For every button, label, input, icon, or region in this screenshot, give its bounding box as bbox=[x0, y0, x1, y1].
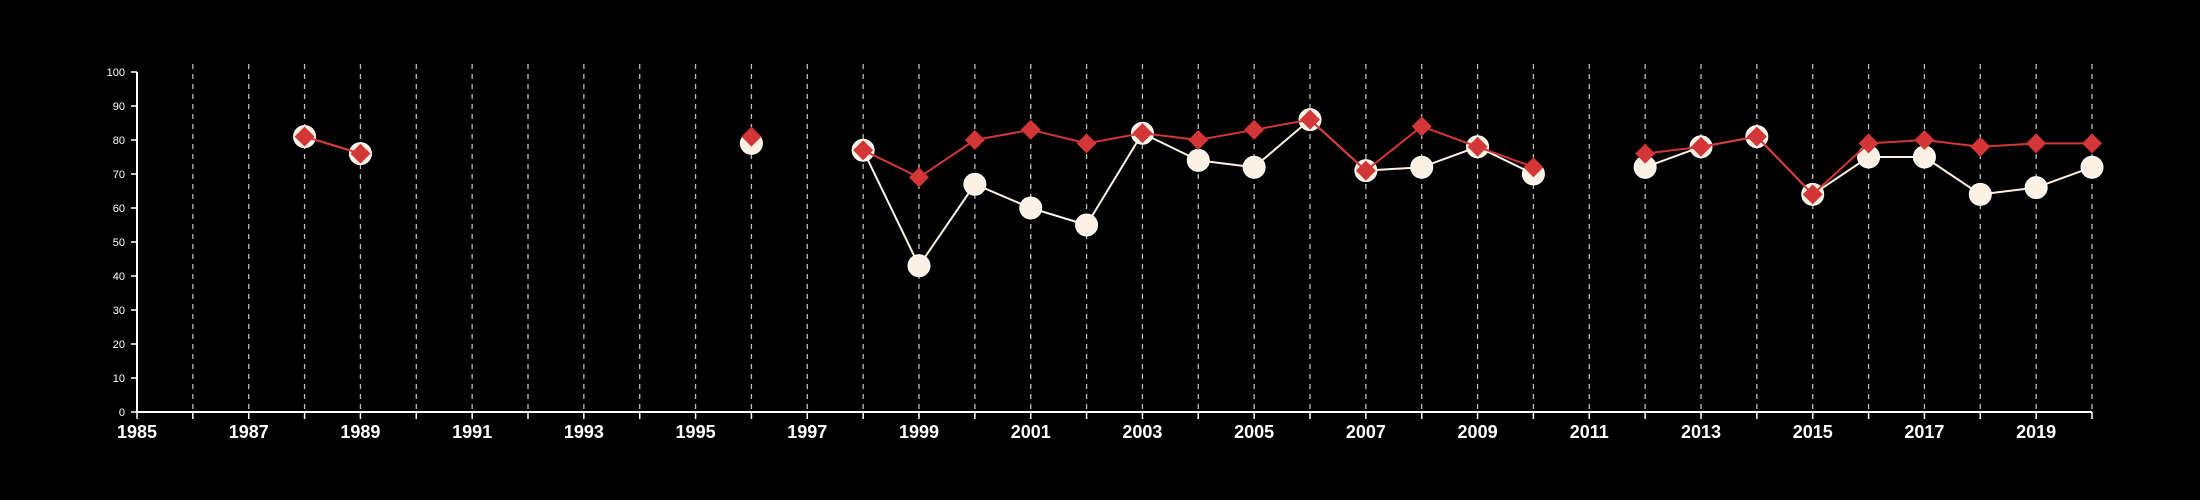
series-diamond-segment-2014 bbox=[1756, 135, 1814, 196]
data-point-diamond-2018 bbox=[1970, 136, 1991, 157]
y-tick-label-30: 30 bbox=[113, 305, 125, 317]
series-diamond-segment-1998 bbox=[862, 149, 920, 179]
series-diamond-segment-1999 bbox=[918, 139, 976, 179]
data-point-diamond-2012 bbox=[1635, 143, 1656, 164]
series-diamond-segment-2013 bbox=[1700, 135, 1758, 148]
x-grid bbox=[192, 64, 2093, 412]
x-tick-label-1989: 1989 bbox=[340, 422, 380, 442]
x-tick-label-2015: 2015 bbox=[1793, 422, 1833, 442]
series-diamond-segment-2012 bbox=[1645, 145, 1702, 155]
data-point-circle-2000 bbox=[963, 172, 987, 196]
y-tick-label-70: 70 bbox=[113, 169, 125, 181]
data-point-diamond-1989 bbox=[350, 143, 371, 164]
data-point-diamond-2013 bbox=[1691, 136, 1711, 157]
x-tick-label-1985: 1985 bbox=[117, 422, 157, 442]
x-tick-label-2009: 2009 bbox=[1458, 422, 1498, 442]
series-diamond-segment-2000 bbox=[974, 128, 1031, 141]
data-point-diamond-1999 bbox=[909, 167, 929, 188]
data-point-diamond-2014 bbox=[1746, 126, 1767, 147]
series-circle-segment-1999 bbox=[918, 183, 976, 267]
series-circle-segment-2002 bbox=[1085, 132, 1144, 226]
y-tick-label-20: 20 bbox=[113, 339, 125, 351]
data-point-circle-2002 bbox=[1075, 213, 1099, 237]
x-tick-label-2013: 2013 bbox=[1681, 422, 1721, 442]
y-tick-label-100: 100 bbox=[107, 67, 125, 79]
series-circle-segment-2005 bbox=[1253, 118, 1311, 168]
data-point-diamond-1988 bbox=[294, 126, 315, 147]
series-diamond-segment-2007 bbox=[1365, 125, 1423, 172]
y-tick-label-80: 80 bbox=[113, 135, 125, 147]
x-tick-label-1997: 1997 bbox=[787, 422, 827, 442]
y-tick-label-90: 90 bbox=[113, 101, 125, 113]
data-point-diamond-2009 bbox=[1467, 136, 1488, 157]
data-point-diamond-1998 bbox=[853, 140, 874, 161]
series-diamond-segment-1988 bbox=[304, 135, 361, 155]
y-tick-label-60: 60 bbox=[113, 203, 125, 215]
x-tick-label-1991: 1991 bbox=[452, 422, 492, 442]
series-diamond-segment-2008 bbox=[1421, 125, 1478, 148]
axes: 1985 1987 1989 1991 1993 1995 1997 1999 2001 2003… bbox=[107, 67, 2093, 442]
series-diamond-segment-2002 bbox=[1086, 132, 1143, 145]
data-point-circle-2008 bbox=[1410, 155, 1434, 179]
data-point-diamond-2008 bbox=[1411, 116, 1432, 137]
series-diamond-segment-2003 bbox=[1142, 132, 1199, 141]
data-point-circle-2001 bbox=[1019, 196, 1043, 220]
series-diamond bbox=[294, 109, 2102, 205]
data-point-diamond-2016 bbox=[1858, 133, 1879, 154]
data-point-diamond-2007 bbox=[1355, 160, 1376, 181]
x-tick-label-1995: 1995 bbox=[676, 422, 716, 442]
y-tick-label-50: 50 bbox=[113, 237, 125, 249]
data-point-diamond-2002 bbox=[1076, 133, 1097, 154]
y-tick-label-40: 40 bbox=[113, 271, 125, 283]
series-diamond-segment-2006 bbox=[1309, 118, 1367, 172]
data-point-diamond-2005 bbox=[1244, 119, 1265, 140]
x-tick-label-2011: 2011 bbox=[1570, 422, 1609, 442]
data-point-diamond-2003 bbox=[1132, 123, 1153, 144]
x-tick-label-1999: 1999 bbox=[899, 422, 939, 442]
data-point-circle-2004 bbox=[1186, 148, 1210, 172]
data-point-diamond-2015 bbox=[1802, 184, 1823, 205]
data-point-diamond-2010 bbox=[1523, 157, 1544, 178]
x-tick-label-2019: 2019 bbox=[2016, 422, 2056, 442]
data-point-diamond-2006 bbox=[1300, 109, 1320, 130]
data-point-diamond-2000 bbox=[964, 130, 985, 150]
data-point-diamond-2017 bbox=[1914, 130, 1935, 150]
x-tick-label-2003: 2003 bbox=[1122, 422, 1162, 442]
series-diamond-segment-2015 bbox=[1812, 142, 1870, 196]
x-tick-label-2001: 2001 bbox=[1011, 422, 1051, 442]
series-diamond-segment-2001 bbox=[1030, 128, 1087, 145]
y-tick-label-0: 0 bbox=[119, 407, 125, 419]
data-point-circle-2020 bbox=[2080, 155, 2104, 179]
data-point-circle-2005 bbox=[1242, 155, 1266, 179]
data-point-circle-2018 bbox=[1968, 182, 1992, 206]
x-tick-label-1987: 1987 bbox=[229, 422, 269, 442]
x-tick-label-1993: 1993 bbox=[564, 422, 604, 442]
series-diamond-segment-2004 bbox=[1198, 128, 1255, 141]
series-circle-segment-1998 bbox=[862, 149, 920, 267]
data-point-circle-1999 bbox=[907, 254, 931, 278]
series-diamond-segment-2005 bbox=[1253, 118, 1311, 131]
series-layer bbox=[293, 108, 2104, 278]
data-point-diamond-2019 bbox=[2026, 133, 2047, 154]
data-point-diamond-2001 bbox=[1020, 119, 1041, 140]
data-point-diamond-2020 bbox=[2082, 133, 2102, 154]
x-tick-label-2007: 2007 bbox=[1346, 422, 1386, 442]
series-diamond-segment-2017 bbox=[1924, 139, 1981, 148]
series-diamond-segment-2009 bbox=[1477, 145, 1534, 169]
y-tick-label-10: 10 bbox=[113, 373, 125, 385]
x-tick-label-2005: 2005 bbox=[1234, 422, 1274, 442]
x-tick-label-2017: 2017 bbox=[1904, 422, 1944, 442]
data-point-diamond-1996 bbox=[741, 126, 762, 147]
data-point-circle-2019 bbox=[2024, 176, 2048, 200]
data-point-diamond-2004 bbox=[1188, 130, 1209, 150]
